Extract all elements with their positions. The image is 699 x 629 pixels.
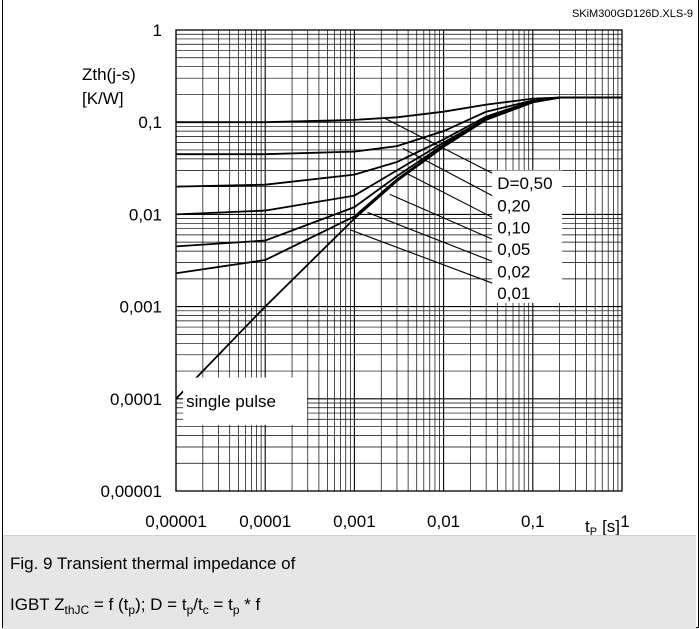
y-tick-label: 0,1 [138,113,162,132]
x-tick-label: 0,001 [333,512,376,531]
grid [175,29,623,492]
x-axis-label-unit: [s] [602,517,620,535]
caption-text: ); D = t [135,595,187,614]
y-tick-label: 0,00001 [101,482,162,501]
y-tick-label: 0,001 [119,298,162,317]
figure-caption: Fig. 9 Transient thermal impedance of IG… [3,535,696,629]
x-axis-label-t: t [585,517,590,535]
plot-frame [175,29,623,492]
y-tick-label: 0,0001 [110,390,162,409]
labels: SKiM300GD126D.XLS-9 Zth(j-s) [K/W] tP [s]… [82,8,693,535]
leader-line [384,117,493,174]
leader-line [367,211,493,262]
duty-cycle-label: 0,20 [497,196,530,215]
x-tick-label: 0,1 [521,512,545,531]
caption-line-1: Fig. 9 Transient thermal impedance of [10,554,296,573]
duty-label-background [492,170,563,303]
leader-line [389,193,493,240]
y-axis-label-line1: Zth(j-s) [82,65,136,84]
caption-subscript: c [202,603,209,617]
caption-subscript: p [186,603,194,617]
caption-subscript: p [232,603,240,617]
single-pulse-label: single pulse [186,392,276,411]
caption-subscript: thJC [64,603,90,617]
caption-subscript: p [128,603,136,617]
x-tick-label: 0,01 [427,512,460,531]
leader-line [350,229,493,284]
leader-line [405,172,493,218]
caption-line-2: IGBT ZthJC = f (tp); D = tp/tc = tp * f [10,595,260,617]
x-tick-label: 1 [620,512,629,531]
label-backgrounds [183,170,563,425]
x-axis-label-sub: P [590,526,597,535]
caption-text: = t [208,595,233,614]
single-pulse-label-background [183,377,308,425]
y-tick-label: 1 [153,21,162,40]
duty-cycle-label: 0,10 [497,219,530,238]
caption-text: /t [193,595,203,614]
y-tick-label: 0,01 [129,205,162,224]
leader-lines [350,117,493,284]
duty-cycle-label: 0,01 [497,284,530,303]
chart: SKiM300GD126D.XLS-9 Zth(j-s) [K/W] tP [s]… [82,8,693,535]
x-tick-label: 0,0001 [239,512,291,531]
duty-cycle-label: 0,02 [497,263,530,282]
curves [175,96,622,400]
leader-line [402,147,493,197]
caption-text: = f (t [89,595,129,614]
x-tick-label: 0,00001 [145,512,206,531]
series-line [176,96,622,124]
series-line [175,96,622,400]
caption-text: * f [239,595,261,614]
caption-text: IGBT Z [10,595,65,614]
y-axis-label-line2: [K/W] [82,89,124,108]
duty-cycle-label: D=0,50 [497,174,552,193]
duty-cycle-label: 0,05 [497,240,530,259]
source-label: SKiM300GD126D.XLS-9 [572,8,693,20]
x-axis-label: tP [s] [585,517,620,535]
